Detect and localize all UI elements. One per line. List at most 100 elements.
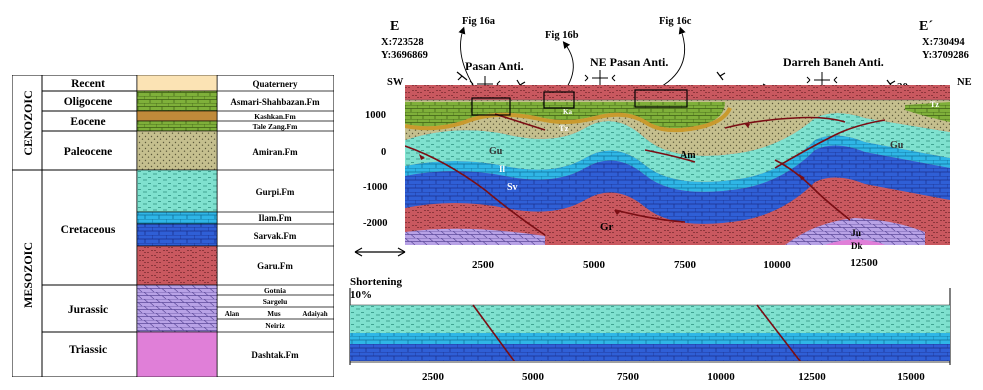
layer-gurpi: [405, 113, 950, 182]
litho-sarvak: [136, 223, 218, 247]
unit-gu-east: Gu: [890, 140, 904, 151]
period-recent: Recent: [71, 78, 105, 90]
cross-section-panel: E X:723528 Y:3696869 E´ X:730494 Y:37092…: [345, 0, 983, 385]
litho-gurpi: [136, 169, 218, 213]
fault-arrows: [419, 123, 805, 215]
fault-east-1: [774, 159, 851, 221]
period-jurassic: Jurassic: [68, 304, 108, 316]
formation-dividers: [217, 90, 334, 333]
period-eocene: Eocene: [70, 116, 105, 128]
fm-gotnia: Gotnia: [264, 286, 286, 295]
anticline-ne-pasan: NE Pasan Anti.: [590, 55, 668, 69]
section-start-y: Y:3696869: [381, 50, 428, 61]
section-end-x: X:730494: [922, 37, 965, 48]
period-paleocene: Paleocene: [64, 146, 113, 158]
anticline-pasan: Pasan Anti.: [465, 59, 524, 73]
cross-section-svg: E X:723528 Y:3696869 E´ X:730494 Y:37092…: [349, 16, 972, 383]
period-triassic: Triassic: [69, 344, 107, 356]
y-tick-minus1000: -1000: [363, 182, 388, 193]
restored-x-2500: 2500: [422, 371, 445, 383]
fm-sarvak: Sarvak.Fm: [254, 231, 297, 241]
fm-gurpi: Gurpi.Fm: [256, 187, 295, 197]
era-label-cenozoic: CENOZOIC: [21, 90, 35, 155]
fig16b-box: [543, 91, 575, 109]
unit-tz-east: Tz: [930, 100, 939, 109]
restored-x-10000: 10000: [707, 371, 735, 383]
litho-dashtak: [136, 331, 218, 378]
anticline-darreh-baneh: Darreh Baneh Anti.: [783, 55, 884, 69]
x-tick-5000: 5000: [583, 259, 606, 271]
fault-east-2: [774, 119, 886, 169]
fig-ref-16a: Fig 16a: [462, 16, 496, 27]
layer-ilam: [405, 135, 950, 192]
restored-x-5000: 5000: [522, 371, 545, 383]
litho-kashkan: [136, 110, 218, 122]
restored-label-percent: 10%: [350, 289, 372, 301]
fm-quaternary: Quaternery: [253, 79, 298, 89]
unit-am: Am: [680, 150, 696, 161]
unit-dk: Dk: [851, 241, 863, 251]
litho-amiran: [136, 130, 218, 171]
x-tick-2500: 2500: [472, 259, 495, 271]
fig-ref-16c: Fig 16c: [659, 16, 692, 27]
section-start-x: X:723528: [381, 37, 424, 48]
section-start-label: E: [390, 19, 399, 34]
litho-recent: [136, 74, 218, 92]
unit-tz: Tz: [559, 123, 569, 133]
section-body: [405, 85, 950, 245]
fig16a-box: [471, 97, 511, 116]
direction-sw: SW: [387, 77, 404, 88]
fm-dashtak: Dashtak.Fm: [251, 350, 299, 360]
fig-ref-16b: Fig 16b: [545, 30, 579, 41]
y-tick-1000: 1000: [365, 110, 386, 121]
anticline-symbols: [469, 70, 838, 92]
period-oligocene: Oligocene: [64, 96, 113, 108]
direction-ne: NE: [957, 77, 972, 88]
y-tick-0: 0: [381, 147, 386, 158]
fm-neiriz: Neiriz: [265, 321, 285, 330]
fm-ilam: Ilam.Fm: [258, 213, 292, 223]
period-dividers: [42, 90, 137, 333]
litho-jurassic: [136, 284, 218, 333]
fm-sargelu: Sargelu: [263, 297, 288, 306]
restored-fault-east: [756, 304, 801, 361]
scale-arrow: [354, 247, 406, 257]
layer-jurassic-west: [405, 228, 545, 245]
litho-ilam: [136, 211, 218, 225]
litho-garu: [136, 245, 218, 286]
restored-layer-sarvak: [350, 344, 950, 361]
fm-adaiyah: Adaiyah: [302, 310, 327, 318]
restored-body: [350, 304, 950, 361]
section-end-y: Y:3709286: [922, 50, 969, 61]
fault-mid: [644, 149, 696, 163]
restored-fault-west: [472, 304, 516, 361]
layer-asmari-east: [905, 102, 950, 122]
fm-garu: Garu.Fm: [257, 261, 293, 271]
litho-talezang: [136, 120, 218, 132]
unit-ka: Ka: [563, 108, 572, 116]
unit-il: Il: [499, 164, 506, 174]
layer-sarvak: [405, 145, 950, 224]
restored-layer-ilam: [350, 333, 950, 344]
unit-gr: Gr: [600, 221, 614, 233]
fm-kashkan: Kashkan.Fm: [254, 112, 296, 121]
unit-gu-west: Gu: [489, 146, 503, 157]
stratigraphic-column: CENOZOIC MESOZOIC Recent Oligocene Eocen…: [11, 74, 335, 378]
x-tick-7500: 7500: [674, 259, 697, 271]
fm-mus: Mus: [267, 310, 281, 318]
restored-x-15000: 15000: [897, 371, 925, 383]
period-cretaceous: Cretaceous: [61, 224, 116, 236]
era-label-mesozoic: MESOZOIC: [21, 242, 35, 308]
x-tick-10000: 10000: [763, 259, 791, 271]
layer-dashtak: [825, 239, 885, 245]
litho-asmari: [136, 90, 218, 112]
y-tick-minus2000: -2000: [363, 218, 388, 229]
stratigraphic-column-svg: CENOZOIC MESOZOIC Recent Oligocene Eocen…: [11, 74, 335, 378]
section-end-label: E´: [919, 19, 933, 34]
fm-alan: Alan: [225, 310, 240, 318]
fault-upper-east: [724, 116, 846, 129]
restored-x-12500: 12500: [798, 371, 826, 383]
faults: [405, 113, 886, 236]
fm-amiran: Amiran.Fm: [252, 147, 298, 157]
lithology-column: [136, 74, 218, 378]
